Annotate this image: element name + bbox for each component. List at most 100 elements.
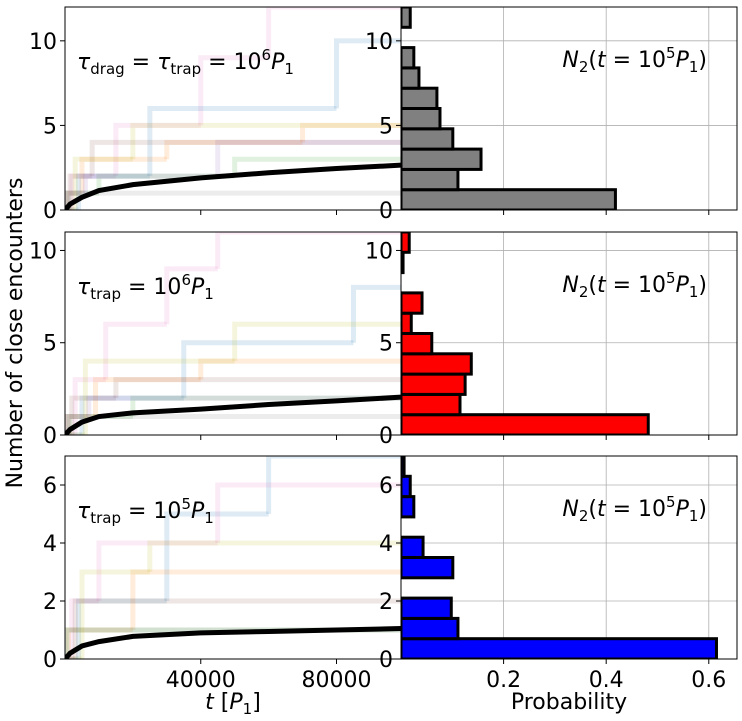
bar bbox=[401, 495, 416, 519]
step-segment bbox=[113, 377, 401, 399]
step-segment bbox=[300, 122, 401, 143]
text-part: ( bbox=[588, 48, 597, 73]
text-part: = 10 bbox=[606, 48, 666, 73]
bar bbox=[401, 372, 467, 396]
bar bbox=[401, 616, 460, 641]
text-part: τ bbox=[77, 499, 91, 524]
y-tick-label: 10 bbox=[29, 239, 57, 264]
text-part: 1 bbox=[204, 509, 214, 527]
step-segment bbox=[130, 122, 401, 160]
step-segment bbox=[82, 173, 218, 194]
step-segment bbox=[215, 482, 401, 543]
plot-area bbox=[401, 232, 737, 435]
step-segment bbox=[79, 156, 167, 194]
x-tick-label: 40000 bbox=[166, 668, 236, 693]
mean-line bbox=[65, 394, 401, 435]
text-part: ) bbox=[698, 48, 707, 73]
text-part: = bbox=[125, 50, 157, 75]
text-part: 5 bbox=[666, 269, 676, 287]
plot-area bbox=[401, 456, 737, 659]
y-tick-label: 0 bbox=[43, 199, 57, 224]
annotation: N2(t = 105P1) bbox=[562, 493, 707, 525]
y-tick-label: 6 bbox=[379, 474, 393, 499]
text-part: ) bbox=[698, 273, 707, 298]
y-tick-label: 10 bbox=[29, 30, 57, 55]
bar bbox=[401, 556, 455, 580]
x-tick-label: 80000 bbox=[302, 668, 372, 693]
bar bbox=[401, 332, 434, 356]
step-segment bbox=[96, 540, 218, 601]
bar bbox=[401, 596, 453, 620]
bar bbox=[401, 107, 442, 131]
y-tick-label: 10 bbox=[365, 30, 393, 55]
axes-frame bbox=[400, 455, 738, 660]
text-part: 1 bbox=[243, 700, 253, 718]
step-segment bbox=[65, 190, 401, 210]
bar bbox=[401, 188, 617, 210]
y-tick-label: 0 bbox=[379, 648, 393, 673]
text-part: ] bbox=[252, 690, 261, 715]
step-segment bbox=[72, 377, 106, 435]
text-part: t bbox=[597, 48, 607, 73]
text-part: 1 bbox=[689, 58, 699, 76]
y-tick-label: 0 bbox=[379, 424, 393, 449]
bar bbox=[401, 167, 460, 192]
y-tick-label: 5 bbox=[379, 332, 393, 357]
step-segment bbox=[215, 139, 401, 177]
text-part: [ bbox=[214, 690, 230, 715]
y-tick-label: 10 bbox=[365, 239, 393, 264]
text-part: ) bbox=[698, 497, 707, 522]
text-part: P bbox=[676, 48, 690, 73]
x-tick-label: 0.4 bbox=[589, 668, 624, 693]
text-part: τ bbox=[77, 50, 91, 75]
y-tick-label: 0 bbox=[43, 424, 57, 449]
bar bbox=[401, 66, 421, 90]
step-segment bbox=[198, 55, 269, 126]
y-tick-label: 5 bbox=[43, 114, 57, 139]
step-segment bbox=[164, 266, 218, 325]
step-segment bbox=[215, 232, 401, 269]
text-part: 1 bbox=[204, 285, 214, 303]
step-segment bbox=[79, 569, 150, 659]
bar bbox=[401, 291, 424, 315]
step-segment bbox=[232, 156, 401, 177]
text-part: t bbox=[597, 273, 607, 298]
annotation: τdrag = τtrap = 106P1 bbox=[77, 46, 294, 78]
text-part: 5 bbox=[666, 44, 676, 62]
plot-area bbox=[65, 456, 401, 659]
text-part: 2 bbox=[579, 283, 589, 301]
step-segment bbox=[334, 38, 401, 109]
bar bbox=[401, 535, 425, 560]
axes-frame bbox=[400, 231, 738, 436]
step-segment bbox=[76, 598, 167, 659]
text-part: 2 bbox=[579, 507, 589, 525]
text-part: τ bbox=[77, 275, 91, 300]
y-tick-label: 5 bbox=[43, 332, 57, 357]
y-tick-label: 0 bbox=[379, 199, 393, 224]
text-part: = 10 bbox=[121, 275, 181, 300]
text-part: P bbox=[271, 50, 285, 75]
text-part: τ bbox=[157, 50, 171, 75]
step-segment bbox=[65, 627, 133, 659]
x-axis-label: t [P1] bbox=[205, 690, 261, 718]
text-part: trap bbox=[90, 509, 121, 527]
annotation: N2(t = 105P1) bbox=[562, 269, 707, 301]
plot-area bbox=[401, 7, 737, 210]
text-part: 1 bbox=[689, 507, 699, 525]
text-part: 1 bbox=[284, 60, 294, 78]
step-segment bbox=[113, 122, 201, 177]
y-tick-label: 6 bbox=[43, 474, 57, 499]
axes-frame bbox=[400, 6, 738, 211]
y-tick-label: 4 bbox=[43, 532, 57, 557]
text-part: drag bbox=[90, 60, 124, 78]
step-segment bbox=[130, 569, 401, 630]
step-segment bbox=[198, 358, 401, 380]
annotation: τtrap = 105P1 bbox=[77, 495, 214, 527]
text-part: ( bbox=[588, 273, 597, 298]
text-part: 1 bbox=[689, 283, 699, 301]
text-part: = 10 bbox=[201, 50, 261, 75]
step-segment bbox=[69, 395, 116, 435]
step-segment bbox=[181, 340, 354, 399]
text-part: P bbox=[676, 273, 690, 298]
text-part: 2 bbox=[579, 58, 589, 76]
